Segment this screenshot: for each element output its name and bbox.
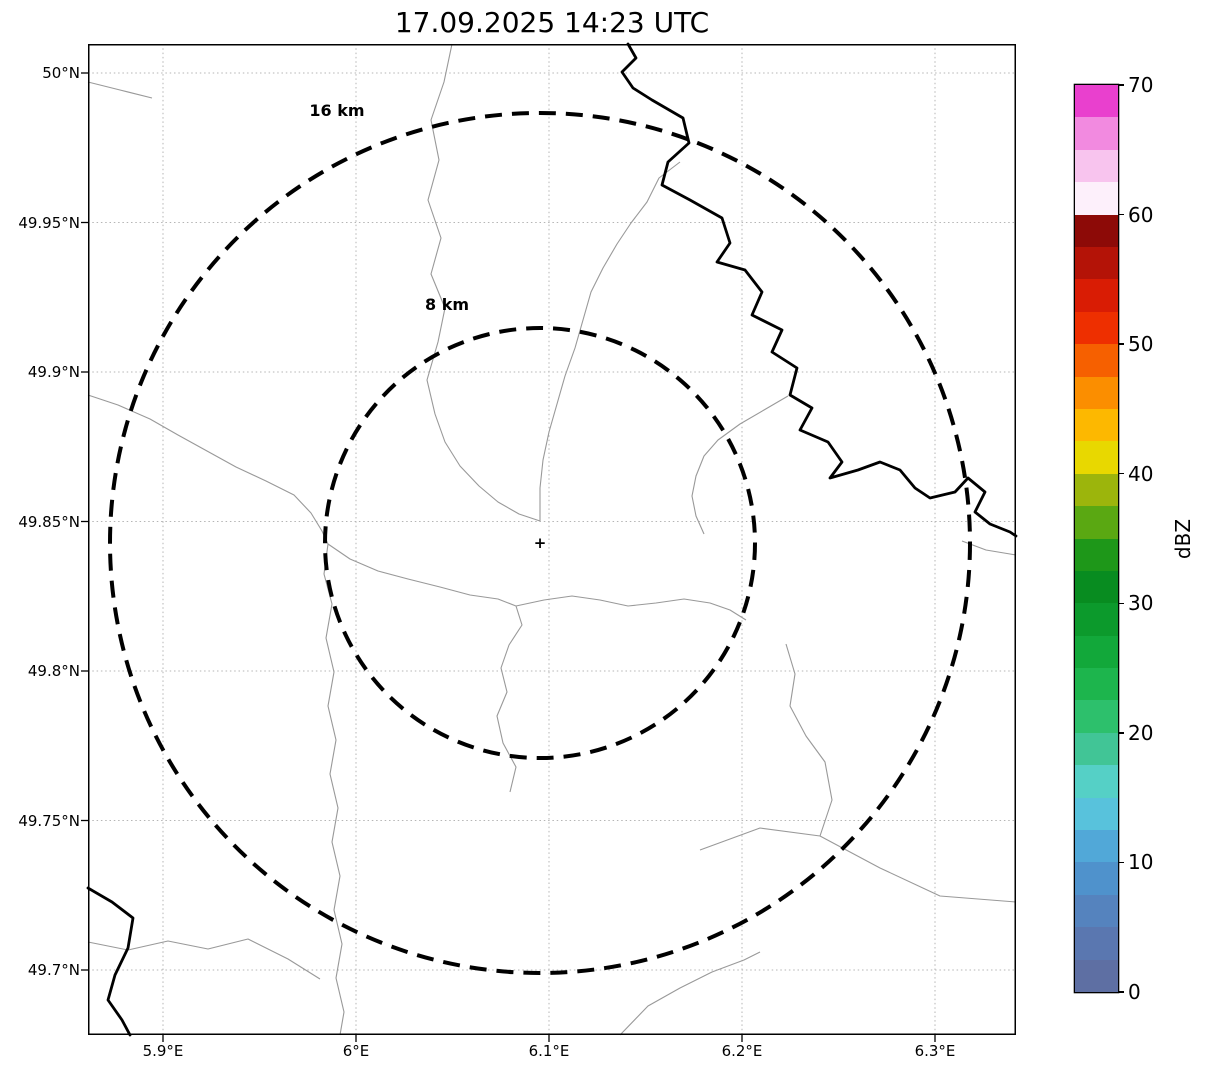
map-plot: 16 km 8 km + (81, 42, 1018, 1042)
x-tick-label: 6°E (342, 1042, 370, 1060)
colorbar-tick-mark (1118, 84, 1124, 86)
admin-border-line (496, 605, 523, 793)
y-tick-label: 50°N (42, 64, 80, 82)
colorbar-segment (1075, 311, 1118, 345)
colorbar-segment (1075, 764, 1118, 798)
colorbar-segment (1075, 85, 1118, 118)
colorbar-segment (1075, 149, 1118, 183)
admin-border-line (426, 43, 541, 522)
colorbar (1075, 85, 1118, 992)
colorbar-segment (1075, 440, 1118, 474)
colorbar-segment (1075, 635, 1118, 669)
colorbar-segment (1075, 473, 1118, 507)
colorbar-segment (1075, 278, 1118, 312)
river-line (620, 42, 1018, 538)
admin-border-line (323, 543, 345, 1036)
colorbar-tick-label: 70 (1128, 73, 1154, 97)
colorbar-segment (1075, 246, 1118, 280)
range-ring-16km-label: 16 km (309, 101, 364, 120)
colorbar-tick-label: 30 (1128, 591, 1154, 616)
colorbar-segments (1075, 85, 1118, 992)
y-tick-label: 49.85°N (18, 512, 80, 531)
colorbar-segment (1075, 602, 1118, 636)
range-ring-8km-label: 8 km (425, 295, 469, 314)
colorbar-segment (1075, 375, 1118, 409)
colorbar-tick-label: 0 (1128, 980, 1141, 1004)
colorbar-segment (1075, 861, 1118, 895)
y-tick-label: 49.75°N (18, 811, 80, 830)
colorbar-segment (1075, 926, 1118, 960)
admin-border-lines (87, 43, 1017, 1036)
colorbar-segment (1075, 505, 1118, 539)
axis-tick-marks (81, 72, 936, 1042)
colorbar-segment (1075, 667, 1118, 701)
colorbar-segment (1075, 116, 1118, 150)
colorbar-segment (1075, 699, 1118, 733)
colorbar-tick-mark (1118, 602, 1124, 604)
admin-border-line (515, 595, 747, 621)
plot-border (88, 44, 1016, 1035)
admin-border-line (327, 543, 517, 607)
colorbar-tick-mark (1118, 861, 1124, 864)
colorbar-tick-label: 20 (1128, 720, 1154, 745)
colorbar-tick-mark (1118, 732, 1124, 734)
colorbar-tick-mark (1118, 991, 1124, 993)
colorbar-tick-label: 10 (1128, 850, 1154, 875)
admin-border-line (691, 395, 789, 535)
y-tick-label: 49.9°N (27, 363, 80, 381)
colorbar-segment (1075, 796, 1118, 831)
colorbar-tick-mark (1118, 213, 1124, 216)
range-ring-8km (323, 326, 757, 760)
x-tick-label: 5.9°E (142, 1042, 184, 1060)
x-tick-label: 6.1°E (528, 1042, 570, 1060)
y-tick-label: 49.8°N (27, 662, 80, 680)
colorbar-tick-mark (1118, 343, 1124, 345)
colorbar-tick-label: 60 (1128, 202, 1154, 227)
colorbar-segment (1075, 181, 1118, 215)
admin-border-line (87, 394, 329, 545)
colorbar-segment (1075, 343, 1118, 377)
admin-border-line (87, 81, 153, 99)
colorbar-segment (1075, 732, 1118, 766)
admin-border-line (699, 827, 1017, 903)
colorbar-segment (1075, 570, 1118, 604)
colorbar-segment (1075, 537, 1118, 571)
x-tick-label: 6.2°E (721, 1042, 763, 1060)
radar-center-marker: + (534, 534, 547, 552)
admin-border-line (619, 951, 761, 1036)
river-line (86, 886, 135, 1037)
colorbar-segment (1075, 894, 1118, 928)
plot-title: 17.09.2025 14:23 UTC (394, 6, 710, 39)
colorbar-label: dBZ (1171, 518, 1195, 560)
colorbar-tick-label: 40 (1128, 461, 1154, 486)
y-tick-label: 49.7°N (27, 961, 80, 979)
colorbar-segment (1075, 958, 1118, 992)
colorbar-tick-mark (1118, 473, 1124, 475)
range-ring-16km (108, 111, 972, 975)
admin-border-line (539, 161, 681, 521)
y-tick-label: 49.95°N (18, 213, 80, 232)
admin-border-line (785, 643, 833, 837)
colorbar-segment (1075, 829, 1118, 863)
colorbar-segment (1075, 213, 1118, 247)
colorbar-segment (1075, 408, 1118, 442)
colorbar-tick-label: 50 (1128, 332, 1154, 357)
river-border-lines (86, 42, 1018, 1037)
grid-lines (88, 44, 1016, 1035)
x-tick-label: 6.3°E (914, 1042, 956, 1060)
